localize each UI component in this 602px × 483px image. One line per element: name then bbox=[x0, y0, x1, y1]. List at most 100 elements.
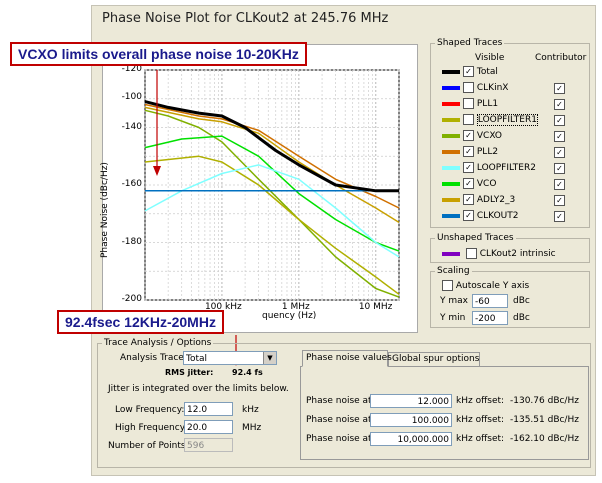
trace-row[interactable]: ✓ VCXO bbox=[442, 130, 502, 141]
trace-visible-checkbox[interactable]: ✓ bbox=[463, 146, 474, 157]
phase-noise-chart bbox=[144, 69, 400, 301]
unshaped-visible-checkbox[interactable] bbox=[465, 248, 477, 259]
phase-noise-offset-unit: kHz offset: bbox=[456, 434, 505, 444]
phase-noise-offset-input[interactable]: 12.000 bbox=[370, 394, 452, 408]
trace-swatch bbox=[442, 85, 460, 90]
unshaped-trace-row[interactable]: CLKout2 intrinsic bbox=[442, 248, 556, 259]
series-line-loopfilter1 bbox=[144, 155, 400, 295]
trace-visible-checkbox[interactable]: ✓ bbox=[463, 194, 474, 205]
trace-label: VCO bbox=[476, 179, 497, 189]
trace-contributor-checkbox[interactable]: ✓ bbox=[554, 99, 565, 110]
trace-swatch bbox=[442, 117, 460, 122]
trace-swatch bbox=[442, 165, 460, 170]
series-line-vco bbox=[144, 135, 400, 252]
tab-global-spur-options[interactable]: Global spur options bbox=[388, 352, 480, 366]
phase-noise-offset-unit: kHz offset: bbox=[456, 415, 505, 425]
jitter-callout: 92.4fsec 12KHz-20MHz bbox=[57, 310, 224, 334]
trace-visible-checkbox[interactable] bbox=[463, 114, 474, 125]
trace-row[interactable]: ✓ Total bbox=[442, 66, 498, 77]
trace-row[interactable]: ✓ PLL2 bbox=[442, 146, 498, 157]
analysis-trace-value: Total bbox=[186, 354, 208, 364]
series-line-pll2 bbox=[144, 103, 400, 209]
analysis-trace-select[interactable]: Total ▼ bbox=[183, 351, 277, 365]
x-tick-label: 100 kHz bbox=[204, 302, 242, 312]
unshaped-trace-swatch bbox=[442, 251, 460, 256]
phase-noise-row-label: Phase noise at bbox=[306, 415, 372, 425]
ymin-input[interactable]: -200 bbox=[472, 311, 508, 325]
ymax-label: Y max bbox=[440, 296, 468, 306]
scaling-legend: Scaling bbox=[437, 266, 470, 276]
trace-row[interactable]: PLL1 bbox=[442, 98, 498, 109]
high-frequency-input[interactable]: 20.0 bbox=[184, 420, 233, 434]
x-tick-label: 10 MHz bbox=[358, 302, 393, 312]
trace-visible-checkbox[interactable] bbox=[463, 98, 474, 109]
y-tick-label: -200 bbox=[121, 294, 142, 304]
autoscale-row[interactable]: Autoscale Y axis bbox=[442, 280, 529, 291]
trace-contributor-checkbox[interactable]: ✓ bbox=[554, 147, 565, 158]
trace-row[interactable]: ✓ VCO bbox=[442, 178, 496, 189]
trace-visible-checkbox[interactable] bbox=[463, 82, 474, 93]
trace-contributor-checkbox[interactable]: ✓ bbox=[554, 211, 565, 222]
trace-visible-checkbox[interactable]: ✓ bbox=[463, 66, 474, 77]
y-tick-label: -160 bbox=[121, 179, 142, 189]
trace-contributor-checkbox[interactable]: ✓ bbox=[554, 179, 565, 190]
high-frequency-unit: MHz bbox=[242, 423, 262, 433]
trace-swatch bbox=[442, 149, 460, 154]
trace-analysis-group: Trace Analysis / Options bbox=[97, 338, 591, 468]
series-line-loopfilter2 bbox=[144, 164, 400, 258]
x-tick-label: 1 MHz bbox=[281, 302, 310, 312]
trace-label: PLL1 bbox=[476, 99, 499, 109]
phase-noise-result: -135.51 dBc/Hz bbox=[510, 415, 579, 425]
phase-noise-row-label: Phase noise at bbox=[306, 396, 372, 406]
ymin-label: Y min bbox=[440, 313, 466, 323]
trace-label: VCXO bbox=[476, 131, 502, 141]
trace-analysis-legend: Trace Analysis / Options bbox=[104, 338, 212, 348]
trace-row[interactable]: ✓ CLKOUT2 bbox=[442, 210, 518, 221]
trace-row[interactable]: ✓ LOOPFILTER2 bbox=[442, 162, 536, 173]
phase-noise-offset-input[interactable]: 100.000 bbox=[370, 413, 452, 427]
integration-note: Jitter is integrated over the limits bel… bbox=[108, 384, 289, 394]
trace-row[interactable]: LOOPFILTER1 bbox=[442, 114, 538, 126]
trace-contributor-checkbox[interactable]: ✓ bbox=[554, 83, 565, 94]
trace-contributor-checkbox[interactable]: ✓ bbox=[554, 195, 565, 206]
y-axis-label-box: Phase Noise (dBc/Hz) bbox=[100, 120, 114, 260]
unshaped-traces-legend: Unshaped Traces bbox=[437, 233, 514, 243]
analysis-trace-label: Analysis Trace: bbox=[120, 353, 187, 363]
y-tick-label: -180 bbox=[121, 236, 142, 247]
x-axis-label: quency (Hz) bbox=[262, 311, 317, 321]
trace-swatch bbox=[442, 69, 460, 74]
tab-phase-noise-values[interactable]: Phase noise values bbox=[302, 350, 392, 367]
phase-noise-values-panel bbox=[300, 366, 589, 460]
trace-contributor-checkbox[interactable]: ✓ bbox=[554, 131, 565, 142]
trace-label: LOOPFILTER1 bbox=[476, 114, 538, 126]
ymax-input[interactable]: -60 bbox=[472, 294, 508, 308]
low-frequency-input[interactable]: 12.0 bbox=[184, 402, 233, 416]
y-axis-label: Phase Noise (dBc/Hz) bbox=[100, 162, 110, 258]
chevron-down-icon[interactable]: ▼ bbox=[263, 352, 276, 364]
trace-visible-checkbox[interactable]: ✓ bbox=[463, 130, 474, 141]
trace-visible-checkbox[interactable]: ✓ bbox=[463, 162, 474, 173]
low-frequency-label: Low Frequency: bbox=[115, 405, 185, 415]
trace-contributor-checkbox[interactable]: ✓ bbox=[554, 163, 565, 174]
unshaped-traces-group: Unshaped Traces bbox=[430, 233, 590, 263]
phase-noise-offset-unit: kHz offset: bbox=[456, 396, 505, 406]
phase-noise-offset-input[interactable]: 10,000.000 bbox=[370, 432, 452, 446]
trace-label: LOOPFILTER2 bbox=[476, 163, 536, 173]
trace-contributor-checkbox[interactable]: ✓ bbox=[554, 115, 565, 126]
shaped-traces-legend: Shaped Traces bbox=[437, 38, 503, 48]
trace-label: CLKinX bbox=[476, 83, 509, 93]
unshaped-trace-label: CLKout2 intrinsic bbox=[479, 249, 556, 259]
trace-swatch bbox=[442, 181, 460, 186]
trace-label: CLKOUT2 bbox=[476, 211, 519, 221]
autoscale-checkbox[interactable] bbox=[442, 280, 453, 291]
ymin-unit: dBc bbox=[513, 313, 530, 323]
trace-visible-checkbox[interactable]: ✓ bbox=[463, 210, 474, 221]
shaped-traces-group: Shaped Traces bbox=[430, 38, 590, 228]
autoscale-label: Autoscale Y axis bbox=[455, 281, 530, 291]
trace-row[interactable]: CLKinX bbox=[442, 82, 508, 93]
trace-swatch bbox=[442, 213, 460, 218]
series-line-adly2_3 bbox=[144, 106, 400, 224]
trace-row[interactable]: ✓ ADLY2_3 bbox=[442, 194, 515, 205]
high-frequency-label: High Frequency: bbox=[115, 423, 188, 433]
trace-visible-checkbox[interactable]: ✓ bbox=[463, 178, 474, 189]
